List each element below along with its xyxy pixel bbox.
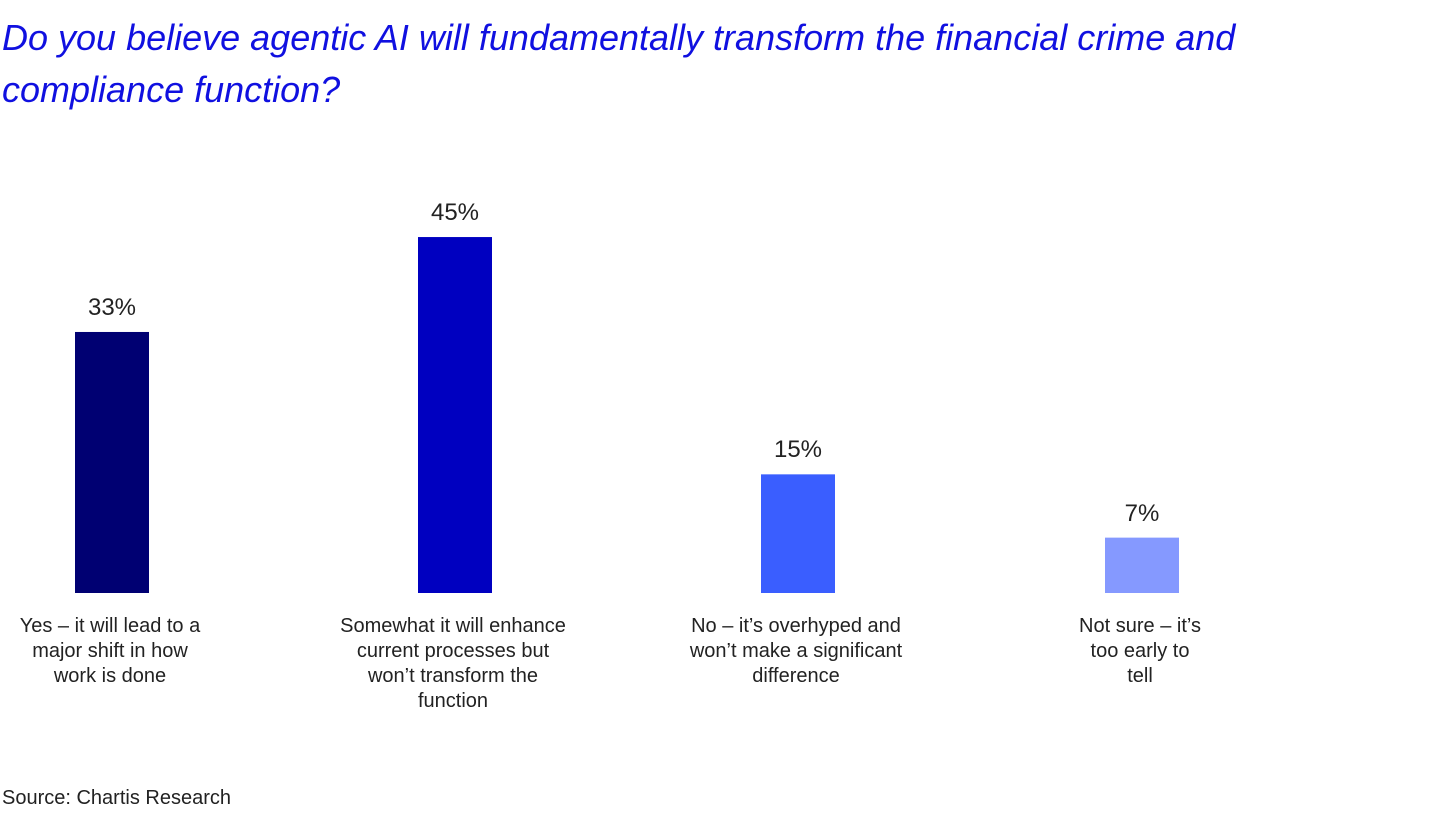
x-tick-label: Not sure – it’s too early to tell	[1079, 615, 1201, 687]
bar	[761, 474, 835, 593]
source: Source: Chartis Research	[2, 787, 231, 809]
bar	[1105, 537, 1179, 593]
value-label: 15%	[773, 436, 823, 464]
bar	[418, 237, 492, 594]
value-label: 33%	[87, 293, 137, 321]
value-label: 7%	[1124, 499, 1160, 527]
x-tick-label: Yes – it will lead to a major shift in h…	[19, 615, 201, 687]
x-tick-label: Somewhat it will enhance current process…	[340, 615, 566, 712]
bar	[75, 331, 149, 593]
x-tick-label: No – it’s overhyped and won’t make a sig…	[689, 615, 903, 687]
chart-title: Do you believe agentic AI will fundament…	[2, 17, 1236, 110]
value-label: 45%	[430, 199, 480, 227]
